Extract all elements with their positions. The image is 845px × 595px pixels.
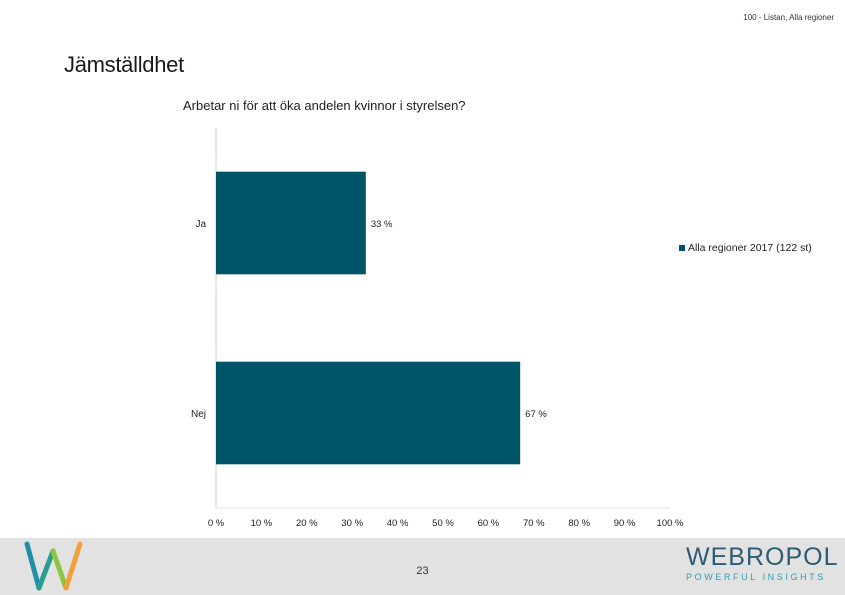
x-tick-label: 100 % — [657, 518, 684, 529]
data-label: 67 % — [525, 409, 547, 420]
brand-logo: WEBROPOL POWERFUL INSIGHTS — [686, 543, 839, 583]
legend-swatch — [679, 245, 685, 251]
x-tick-label: 50 % — [432, 518, 454, 529]
data-label: 33 % — [371, 219, 393, 230]
brand-name: WEBROPOL — [686, 543, 839, 571]
chart-legend: Alla regioner 2017 (122 st) — [679, 242, 812, 254]
x-tick-label: 70 % — [523, 518, 545, 529]
category-label: Ja — [195, 219, 206, 230]
report-subtitle: 100 - Listan, Alla regioner — [743, 13, 834, 22]
x-tick-label: 30 % — [341, 518, 363, 529]
legend-label: Alla regioner 2017 (122 st) — [688, 242, 812, 254]
w-logo-icon — [24, 541, 83, 591]
x-tick-label: 10 % — [251, 518, 273, 529]
bar-chart: 0 % 10 % 20 % 30 % 40 % 50 % 60 % 70 % 80 % 90 % 1… — [191, 128, 684, 529]
page-title: Jämställdhet — [64, 52, 184, 77]
x-tick-label: 60 % — [478, 518, 500, 529]
x-tick-label: 40 % — [387, 518, 409, 529]
footer-bar — [0, 538, 845, 595]
brand-tagline: POWERFUL INSIGHTS — [686, 572, 826, 582]
category-label: Nej — [191, 409, 206, 420]
x-tick-label: 80 % — [568, 518, 590, 529]
x-tick-label: 90 % — [614, 518, 636, 529]
bar — [216, 361, 521, 465]
x-tick-label: 20 % — [296, 518, 318, 529]
page-number: 23 — [416, 565, 429, 577]
x-tick-label: 0 % — [208, 518, 225, 529]
chart-title: Arbetar ni för att öka andelen kvinnor i… — [183, 98, 466, 113]
bar — [216, 171, 366, 275]
